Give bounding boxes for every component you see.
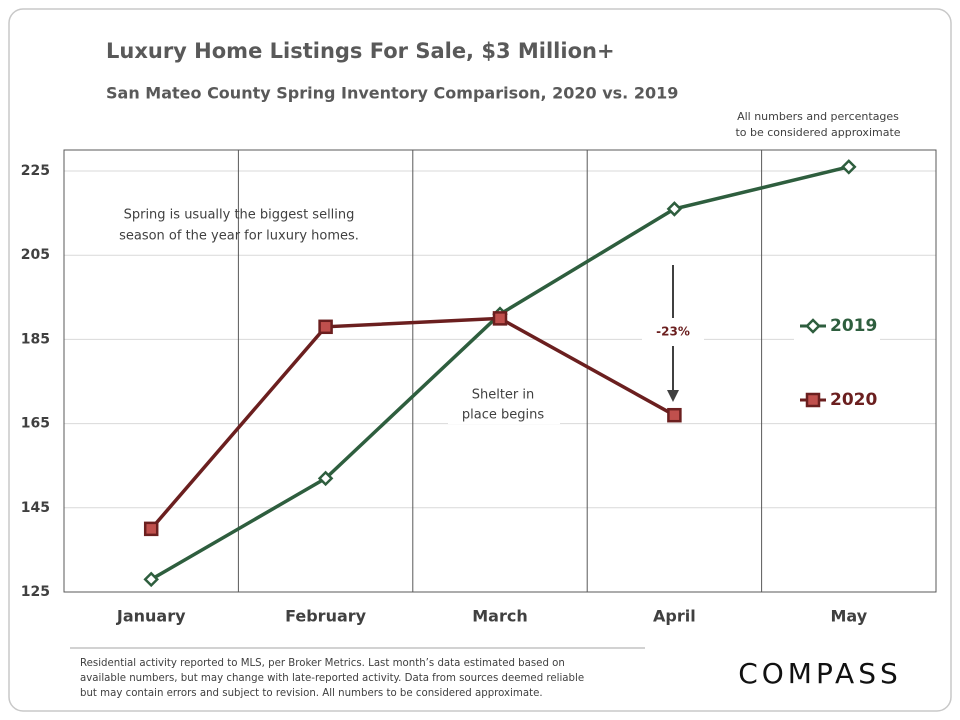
y-tick-label: 205 (21, 247, 50, 263)
annotation: season of the year for luxury homes. (119, 229, 359, 244)
y-tick-label: 165 (21, 416, 50, 432)
legend-label: 2019 (830, 316, 877, 336)
arrow-head (667, 390, 679, 402)
annotation: Spring is usually the biggest selling (124, 208, 355, 223)
footnote: but may contain errors and subject to re… (80, 688, 543, 699)
chart-subtitle: San Mateo County Spring Inventory Compar… (106, 84, 678, 103)
label-bg (448, 378, 560, 424)
legend-label: 2020 (830, 390, 877, 410)
point (143, 571, 159, 588)
point (318, 319, 333, 335)
footnote: available numbers, but may change with l… (80, 673, 584, 684)
x-tick-label: May (830, 607, 867, 626)
x-tick-label: April (653, 607, 696, 626)
note: to be considered approximate (735, 126, 900, 139)
y-tick-label: 145 (21, 500, 50, 516)
x-tick-label: February (285, 607, 367, 626)
plot-frame (63, 149, 937, 593)
card (8, 8, 952, 712)
legend-marker (805, 392, 821, 408)
y-tick-label: 125 (21, 584, 50, 600)
footnote: Residential activity reported to MLS, pe… (80, 658, 565, 669)
y-tick-label: 185 (21, 331, 50, 347)
chart-title: Luxury Home Listings For Sale, $3 Millio… (106, 39, 615, 63)
x-tick-label: January (116, 607, 186, 626)
note: All numbers and percentages (737, 110, 899, 123)
label-bg (642, 318, 704, 346)
y-tick-label: 225 (21, 163, 50, 179)
point (143, 521, 159, 537)
legend-marker (805, 318, 821, 334)
x-tick-label: March (472, 607, 527, 626)
series-line (149, 316, 676, 531)
point (666, 201, 683, 217)
point (317, 470, 334, 487)
annotation: -23% (656, 325, 690, 339)
point (667, 407, 682, 423)
point (492, 311, 508, 326)
annotation: place begins (462, 408, 544, 423)
logo: COMPASS (738, 657, 902, 690)
annotation: Shelter in (472, 388, 535, 403)
point (841, 159, 857, 175)
